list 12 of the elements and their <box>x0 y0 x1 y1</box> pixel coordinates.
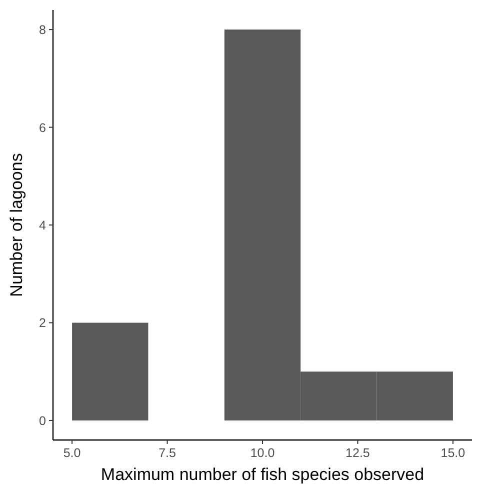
x-tick-label: 10.0 <box>250 446 275 460</box>
y-tick-label: 6 <box>39 120 46 135</box>
x-tick-label: 7.5 <box>158 446 176 460</box>
x-tick-label: 15.0 <box>440 446 466 460</box>
x-axis-title: Maximum number of fish species observed <box>100 465 424 484</box>
y-tick-label: 8 <box>39 23 46 38</box>
y-tick-label: 4 <box>39 218 46 232</box>
y-axis-title: Number of lagoons <box>7 153 26 297</box>
x-tick-label: 12.5 <box>346 446 370 460</box>
x-tick-label: 5.0 <box>63 446 81 460</box>
y-tick-label: 2 <box>39 316 46 330</box>
y-tick-label: 0 <box>39 414 46 428</box>
